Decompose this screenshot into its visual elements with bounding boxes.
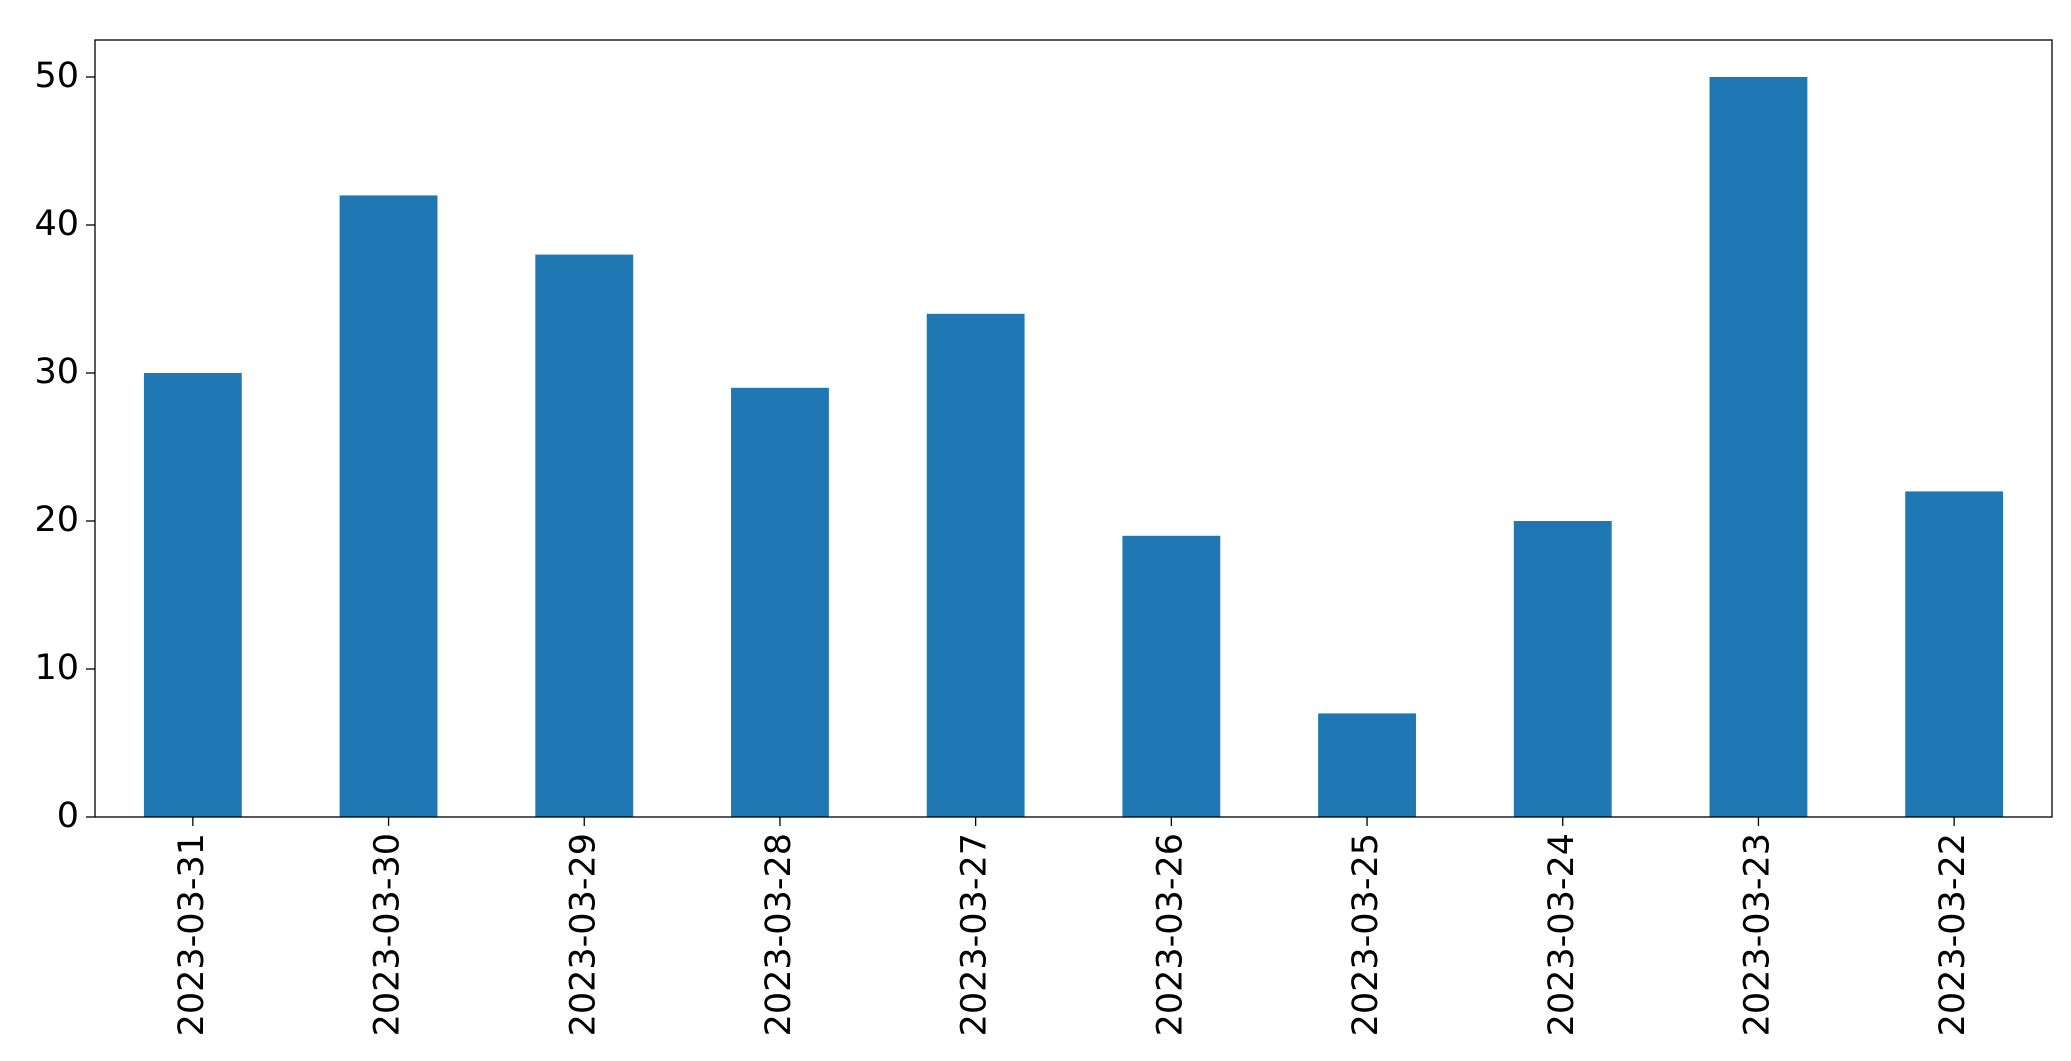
x-tick-label: 2023-03-26 <box>1150 833 1190 1036</box>
bar <box>1122 535 1221 817</box>
x-tick-label: 2023-03-27 <box>955 833 995 1036</box>
plot-frame <box>94 39 2053 818</box>
bar <box>1513 521 1612 817</box>
bar <box>143 373 242 817</box>
x-tick-label: 2023-03-24 <box>1542 833 1582 1036</box>
y-tick-label: 0 <box>57 796 79 836</box>
x-tick-label: 2023-03-29 <box>563 833 603 1036</box>
bar <box>731 387 829 817</box>
y-tick-label: 30 <box>34 352 79 392</box>
y-tick-label: 50 <box>34 56 79 96</box>
bar <box>339 195 438 817</box>
x-tick-label: 2023-03-31 <box>172 833 212 1036</box>
x-tick-label: 2023-03-30 <box>368 833 408 1036</box>
x-tick-label: 2023-03-25 <box>1346 833 1386 1036</box>
bar <box>535 254 634 818</box>
y-tick-label: 20 <box>34 500 79 540</box>
x-tick-label: 2023-03-22 <box>1933 833 1973 1036</box>
x-tick-label: 2023-03-23 <box>1737 833 1777 1036</box>
y-tick-label: 10 <box>34 648 79 688</box>
x-tick-label: 2023-03-28 <box>759 833 799 1036</box>
bar <box>1709 77 1808 817</box>
bar <box>1318 713 1416 817</box>
y-tick-label: 40 <box>34 204 79 244</box>
bar <box>926 313 1025 817</box>
bar <box>1905 491 2004 817</box>
